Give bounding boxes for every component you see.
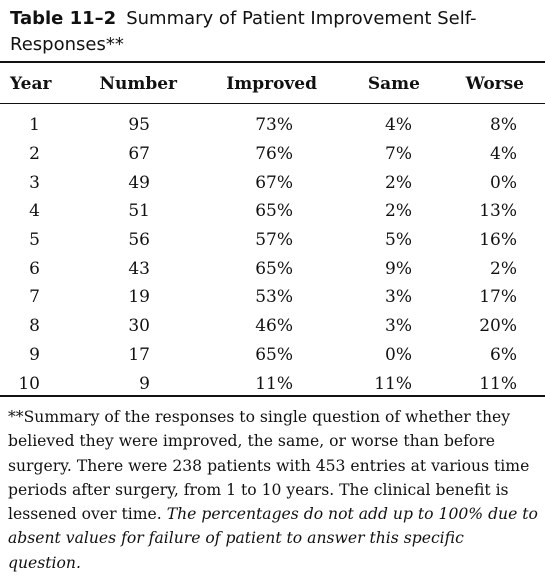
table-cell: 67 — [128, 144, 150, 165]
table-cell: 4% — [385, 115, 412, 136]
table-row: 5 56 57% 5% 16% — [10, 226, 524, 255]
footnote-italic: The percentages do not add up to 100% du… — [8, 505, 538, 572]
table-cell: 65% — [255, 201, 293, 222]
header-rule — [0, 103, 545, 104]
table-row: 3 49 67% 2% 0% — [10, 168, 524, 197]
column-header: Same — [367, 73, 420, 94]
table-cell: 65% — [255, 258, 293, 279]
footnote: **Summary of the responses to single que… — [8, 405, 540, 575]
table-cell: 20% — [479, 316, 517, 337]
table-cell: 16% — [479, 230, 517, 251]
table-cell: 5% — [385, 230, 412, 251]
table-cell: 30 — [128, 316, 150, 337]
table-cell: 51 — [128, 201, 150, 222]
table-cell: 67% — [255, 172, 293, 193]
table-row: 9 17 65% 0% 6% — [10, 341, 524, 370]
table-cell: 49 — [128, 172, 150, 193]
table-cell: 0% — [490, 172, 517, 193]
table-cell: 7% — [385, 144, 412, 165]
table-cell: 9 — [29, 344, 40, 365]
table-cell: 6% — [490, 344, 517, 365]
table-cell: 11% — [255, 373, 293, 394]
table-cell: 9% — [385, 258, 412, 279]
table-label: Table 11–2 — [10, 8, 117, 29]
table-row: 7 19 53% 3% 17% — [10, 283, 524, 312]
table-cell: 1 — [29, 115, 40, 136]
table-title: Table 11–2 Summary of Patient Improvement… — [10, 6, 480, 58]
data-table: Year Number Improved Same Worse 1 95 73% 4% 8% 2 6… — [10, 64, 524, 398]
table-cell: 53% — [255, 287, 293, 308]
table-cell: 46% — [255, 316, 293, 337]
table-cell: 57% — [255, 230, 293, 251]
table-cell: 7 — [29, 287, 40, 308]
title-text: Summary of Patient Improvement Self-Resp… — [10, 8, 477, 55]
table-cell: 11% — [479, 373, 517, 394]
table-cell: 4 — [29, 201, 40, 222]
table-cell: 65% — [255, 344, 293, 365]
table-cell: 8% — [490, 115, 517, 136]
bottom-rule — [0, 395, 545, 397]
table-cell: 17 — [128, 344, 150, 365]
table-cell: 73% — [255, 115, 293, 136]
table-cell: 76% — [255, 144, 293, 165]
top-rule — [0, 61, 545, 63]
table-cell: 0% — [385, 344, 412, 365]
column-header: Worse — [465, 73, 524, 94]
table-row: 10 9 11% 11% 11% — [10, 369, 524, 398]
table-cell: 8 — [29, 316, 40, 337]
table-row: 6 43 65% 9% 2% — [10, 254, 524, 283]
table-cell: 2% — [385, 201, 412, 222]
table-cell: 3 — [29, 172, 40, 193]
table-row: 4 51 65% 2% 13% — [10, 197, 524, 226]
table-cell: 11% — [374, 373, 412, 394]
column-header: Number — [99, 73, 177, 94]
table-cell: 4% — [490, 144, 517, 165]
table-cell: 3% — [385, 287, 412, 308]
table-cell: 2% — [490, 258, 517, 279]
table-cell: 56 — [128, 230, 150, 251]
header-row: Year Number Improved Same Worse — [10, 64, 524, 103]
table-cell: 17% — [479, 287, 517, 308]
table-row: 1 95 73% 4% 8% — [10, 103, 524, 140]
table-body: 1 95 73% 4% 8% 2 67 76% 7% 4% 3 49 67% 2% 0% 4 51 65% 2% 13… — [10, 103, 524, 398]
table-cell: 2 — [29, 144, 40, 165]
table-row: 8 30 46% 3% 20% — [10, 312, 524, 341]
table-cell: 3% — [385, 316, 412, 337]
table-cell: 2% — [385, 172, 412, 193]
column-header: Improved — [226, 73, 317, 94]
table-cell: 10 — [18, 373, 40, 394]
table-cell: 19 — [128, 287, 150, 308]
table-cell: 95 — [128, 115, 150, 136]
table-cell: 5 — [29, 230, 40, 251]
table-cell: 9 — [139, 373, 150, 394]
footnote-text: **Summary of the responses to single que… — [8, 408, 530, 524]
column-header: Year — [10, 73, 52, 94]
table-row: 2 67 76% 7% 4% — [10, 140, 524, 169]
table-cell: 13% — [479, 201, 517, 222]
table-cell: 6 — [29, 258, 40, 279]
table-cell: 43 — [128, 258, 150, 279]
